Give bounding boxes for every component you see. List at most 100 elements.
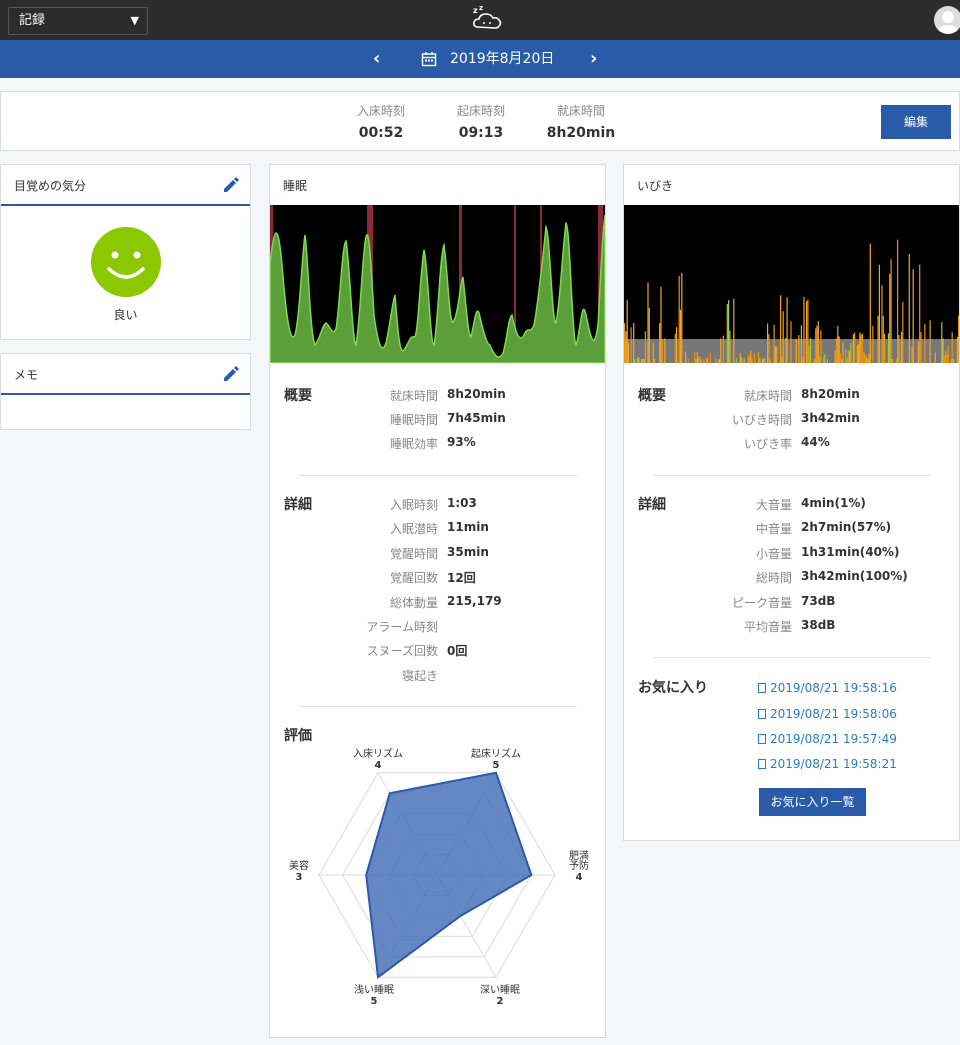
edit-button[interactable]: 編集	[881, 105, 951, 139]
snore-volume-bar	[813, 359, 815, 363]
snore-volume-bar	[647, 282, 649, 363]
mood-label: 良い	[113, 308, 138, 322]
snore-volume-bar	[643, 359, 645, 363]
snore-volume-bar	[817, 321, 819, 363]
snore-volume-bar	[834, 350, 836, 363]
favorite-link[interactable]: 2019/08/21 19:58:16	[758, 681, 897, 695]
snore-volume-bar	[705, 357, 708, 363]
sleep-overview-row: 睡眠時間	[270, 411, 438, 427]
pencil-icon[interactable]	[222, 365, 240, 383]
snore-overview-title: 概要	[638, 388, 666, 404]
snore-volume-bar	[786, 297, 788, 363]
snore-volume-bar	[929, 320, 931, 363]
row-key: 入眠潜時	[389, 522, 438, 537]
row-value: 215,179	[447, 593, 502, 608]
view-select[interactable]: 記録 ▼	[8, 7, 148, 35]
snore-volume-bar	[747, 354, 749, 363]
snore-volume-bar	[726, 304, 728, 363]
summary-label: 起床時刻	[456, 104, 505, 118]
divider	[299, 706, 577, 707]
detail-row: アラーム時刻	[270, 618, 438, 634]
snore-volume-bar	[700, 359, 702, 363]
snore-volume-bar	[872, 325, 874, 363]
snore-volume-graph	[624, 205, 959, 363]
snore-volume-bar	[819, 356, 821, 363]
detail-value: 73dB	[801, 594, 951, 610]
snore-volume-bar	[664, 338, 666, 363]
snore-overview-value: 8h20min	[801, 387, 951, 403]
sleep-summary-bar: 入床時刻 00:52 起床時刻 09:13 就床時間 8h20min 編集	[0, 91, 960, 151]
snore-volume-bar	[808, 345, 810, 363]
user-avatar-icon[interactable]	[934, 6, 960, 34]
detail-row: 総体動量	[270, 594, 438, 610]
sleep-evaluation-title: 評価	[284, 728, 312, 744]
card-header: いびき	[624, 165, 959, 206]
next-day-button[interactable]: ›	[590, 48, 598, 69]
prev-day-button[interactable]: ‹	[373, 48, 381, 69]
current-date[interactable]: 2019年8月20日	[450, 51, 555, 67]
snore-volume-bar	[739, 353, 741, 363]
row-value: 7h45min	[447, 411, 506, 425]
file-icon	[758, 683, 766, 693]
snore-volume-bar	[942, 338, 944, 363]
detail-row: 中音量	[624, 520, 792, 536]
favorite-link[interactable]: 2019/08/21 19:58:21	[758, 757, 897, 771]
detail-row: スヌーズ回数	[270, 642, 438, 658]
snore-volume-bar	[806, 301, 808, 363]
detail-row: 入眠潜時	[270, 520, 438, 536]
date-navigation-bar: ‹ 2019年8月20日 ›	[0, 40, 960, 78]
radar-value-label: 5	[493, 760, 500, 771]
snore-volume-bar	[882, 316, 884, 363]
favorite-timestamp: 2019/08/21 19:58:16	[770, 681, 897, 695]
snore-volume-bar	[941, 322, 943, 363]
snore-volume-bar	[867, 359, 869, 363]
detail-value	[447, 618, 597, 634]
snore-volume-bar	[653, 358, 656, 363]
snore-volume-bar	[869, 243, 871, 363]
snore-volume-bar	[881, 285, 883, 363]
favorites-list-button[interactable]: お気に入り一覧	[759, 788, 866, 816]
sleep-overview-value: 7h45min	[447, 411, 597, 427]
detail-row: 小音量	[624, 545, 792, 561]
row-key: ピーク音量	[731, 595, 792, 610]
radar-value-label: 4	[375, 760, 382, 771]
snore-volume-bar	[845, 349, 847, 363]
snore-volume-bar	[640, 359, 643, 363]
favorite-link[interactable]: 2019/08/21 19:57:49	[758, 732, 897, 746]
row-key: 覚醒回数	[389, 571, 438, 586]
snore-volume-bar	[895, 359, 897, 363]
snore-volume-bar	[644, 331, 646, 363]
memo-card: メモ	[0, 353, 251, 430]
chevron-down-icon: ▼	[130, 14, 139, 27]
snore-volume-bar	[751, 357, 753, 363]
snore-volume-bar	[648, 308, 650, 363]
snore-volume-bar	[891, 359, 893, 363]
snore-volume-bar	[877, 315, 879, 363]
snore-volume-bar	[767, 323, 769, 363]
snore-volume-bar	[850, 342, 852, 363]
row-value: 2h7min(57%)	[801, 520, 892, 535]
summary-wake-time: 起床時刻 09:13	[431, 102, 531, 141]
snore-volume-bar	[838, 336, 840, 363]
favorite-link[interactable]: 2019/08/21 19:58:06	[758, 707, 897, 721]
detail-value: 4min(1%)	[801, 496, 951, 512]
snore-volume-bar	[842, 342, 844, 363]
row-value: 1h31min(40%)	[801, 544, 900, 559]
snore-volume-bar	[774, 346, 776, 363]
snore-volume-bar	[638, 357, 640, 363]
row-key: 大音量	[755, 498, 792, 512]
snore-volume-bar	[861, 333, 864, 363]
detail-value: 1:03	[447, 496, 597, 512]
snore-volume-bar	[780, 295, 782, 363]
snore-volume-bar	[627, 342, 630, 363]
snore-volume-bar	[722, 335, 724, 363]
snore-volume-bar	[679, 309, 682, 363]
snore-volume-bar	[720, 338, 722, 363]
sleep-overview-row: 睡眠効率	[270, 435, 438, 451]
row-key: 入眠時刻	[389, 498, 438, 512]
pencil-icon[interactable]	[222, 176, 240, 194]
snore-volume-bar	[856, 345, 858, 363]
snore-volume-bar	[750, 350, 752, 363]
detail-value: 1h31min(40%)	[801, 545, 951, 561]
row-value: 73dB	[801, 593, 836, 608]
